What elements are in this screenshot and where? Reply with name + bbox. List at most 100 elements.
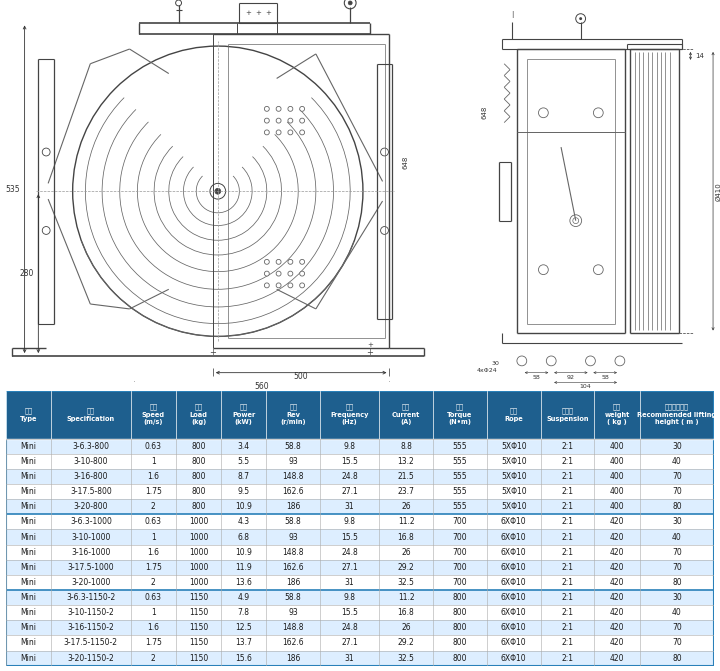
Text: 2:1: 2:1 bbox=[562, 563, 574, 572]
Text: 0.63: 0.63 bbox=[145, 593, 162, 602]
Bar bbox=[639, 454, 714, 469]
Bar bbox=[487, 545, 541, 560]
Text: 1150: 1150 bbox=[189, 608, 208, 617]
Text: 6XΦ10: 6XΦ10 bbox=[501, 533, 526, 541]
Text: 载重
Load
(kg): 载重 Load (kg) bbox=[189, 404, 207, 425]
Text: 9.8: 9.8 bbox=[343, 442, 356, 451]
Bar bbox=[221, 391, 266, 439]
Text: 8.7: 8.7 bbox=[238, 472, 250, 481]
Circle shape bbox=[579, 17, 582, 20]
Text: 400: 400 bbox=[610, 487, 624, 496]
Text: 8.8: 8.8 bbox=[400, 442, 412, 451]
Bar bbox=[379, 590, 433, 605]
Text: 1000: 1000 bbox=[189, 563, 208, 572]
Bar bbox=[6, 514, 51, 529]
Bar bbox=[639, 469, 714, 484]
Bar bbox=[541, 635, 595, 650]
Bar bbox=[6, 545, 51, 560]
Bar bbox=[51, 439, 131, 454]
Text: 29.2: 29.2 bbox=[397, 563, 415, 572]
Text: 型号
Type: 型号 Type bbox=[19, 407, 37, 421]
Bar bbox=[639, 560, 714, 575]
Text: 58: 58 bbox=[533, 374, 541, 380]
Text: 800: 800 bbox=[192, 457, 206, 466]
Text: 4xΦ24: 4xΦ24 bbox=[477, 368, 498, 373]
Bar bbox=[176, 469, 221, 484]
Text: 0.63: 0.63 bbox=[145, 442, 162, 451]
Text: 420: 420 bbox=[610, 517, 624, 526]
Text: 1000: 1000 bbox=[189, 533, 208, 541]
Bar bbox=[6, 650, 51, 666]
Text: 频率
Frequency
(Hz): 频率 Frequency (Hz) bbox=[330, 404, 369, 425]
Bar bbox=[320, 499, 379, 514]
Circle shape bbox=[348, 1, 352, 5]
Bar bbox=[176, 635, 221, 650]
Text: 11.9: 11.9 bbox=[235, 563, 252, 572]
Bar bbox=[639, 545, 714, 560]
Bar bbox=[51, 620, 131, 635]
Circle shape bbox=[288, 118, 293, 123]
Bar bbox=[266, 484, 320, 499]
Text: 800: 800 bbox=[192, 442, 206, 451]
Text: 26: 26 bbox=[401, 623, 411, 632]
Text: 12.5: 12.5 bbox=[235, 623, 252, 632]
Bar bbox=[541, 605, 595, 620]
Circle shape bbox=[264, 130, 269, 135]
Text: 400: 400 bbox=[610, 472, 624, 481]
Bar bbox=[379, 499, 433, 514]
Bar bbox=[6, 454, 51, 469]
Text: Mini: Mini bbox=[20, 517, 36, 526]
Bar bbox=[176, 391, 221, 439]
Text: 9.8: 9.8 bbox=[343, 517, 356, 526]
Text: +: + bbox=[366, 348, 373, 356]
Bar bbox=[639, 590, 714, 605]
Text: 830: 830 bbox=[210, 395, 225, 404]
Text: 400: 400 bbox=[610, 442, 624, 451]
Bar bbox=[131, 545, 176, 560]
Bar bbox=[51, 454, 131, 469]
Bar bbox=[639, 439, 714, 454]
Bar bbox=[433, 469, 487, 484]
Bar bbox=[639, 484, 714, 499]
Text: 26: 26 bbox=[401, 503, 411, 511]
Text: 700: 700 bbox=[453, 533, 467, 541]
Circle shape bbox=[288, 271, 293, 276]
Bar bbox=[541, 620, 595, 635]
Text: 555: 555 bbox=[453, 442, 467, 451]
Bar bbox=[487, 454, 541, 469]
Bar bbox=[266, 529, 320, 545]
Bar bbox=[595, 605, 639, 620]
Text: 3-6.3-1000: 3-6.3-1000 bbox=[70, 517, 112, 526]
Text: Mini: Mini bbox=[20, 548, 36, 557]
Bar bbox=[131, 590, 176, 605]
Bar bbox=[541, 514, 595, 529]
Text: 420: 420 bbox=[610, 593, 624, 602]
Text: 420: 420 bbox=[610, 563, 624, 572]
Text: 4.9: 4.9 bbox=[238, 593, 250, 602]
Text: 6XΦ10: 6XΦ10 bbox=[501, 548, 526, 557]
Text: 4.3: 4.3 bbox=[238, 517, 250, 526]
Bar bbox=[433, 499, 487, 514]
Bar bbox=[541, 545, 595, 560]
Bar bbox=[51, 605, 131, 620]
Text: 40: 40 bbox=[672, 533, 682, 541]
Bar bbox=[266, 545, 320, 560]
Bar bbox=[320, 391, 379, 439]
Text: 推荐提升高度
Recommended lifting
height ( m ): 推荐提升高度 Recommended lifting height ( m ) bbox=[637, 404, 716, 425]
Text: 3-10-1000: 3-10-1000 bbox=[71, 533, 111, 541]
Bar bbox=[487, 650, 541, 666]
Text: 规格
Specification: 规格 Specification bbox=[67, 407, 115, 421]
Text: 2: 2 bbox=[151, 578, 156, 587]
Text: 555: 555 bbox=[453, 487, 467, 496]
Text: 30: 30 bbox=[672, 442, 682, 451]
Text: 16.8: 16.8 bbox=[397, 608, 415, 617]
Text: Mini: Mini bbox=[20, 503, 36, 511]
Bar bbox=[379, 545, 433, 560]
Bar bbox=[433, 545, 487, 560]
Text: 420: 420 bbox=[610, 578, 624, 587]
Text: 27.1: 27.1 bbox=[341, 638, 358, 648]
Bar bbox=[221, 575, 266, 590]
Text: 1.6: 1.6 bbox=[148, 548, 159, 557]
Bar bbox=[541, 469, 595, 484]
Text: Mini: Mini bbox=[20, 472, 36, 481]
